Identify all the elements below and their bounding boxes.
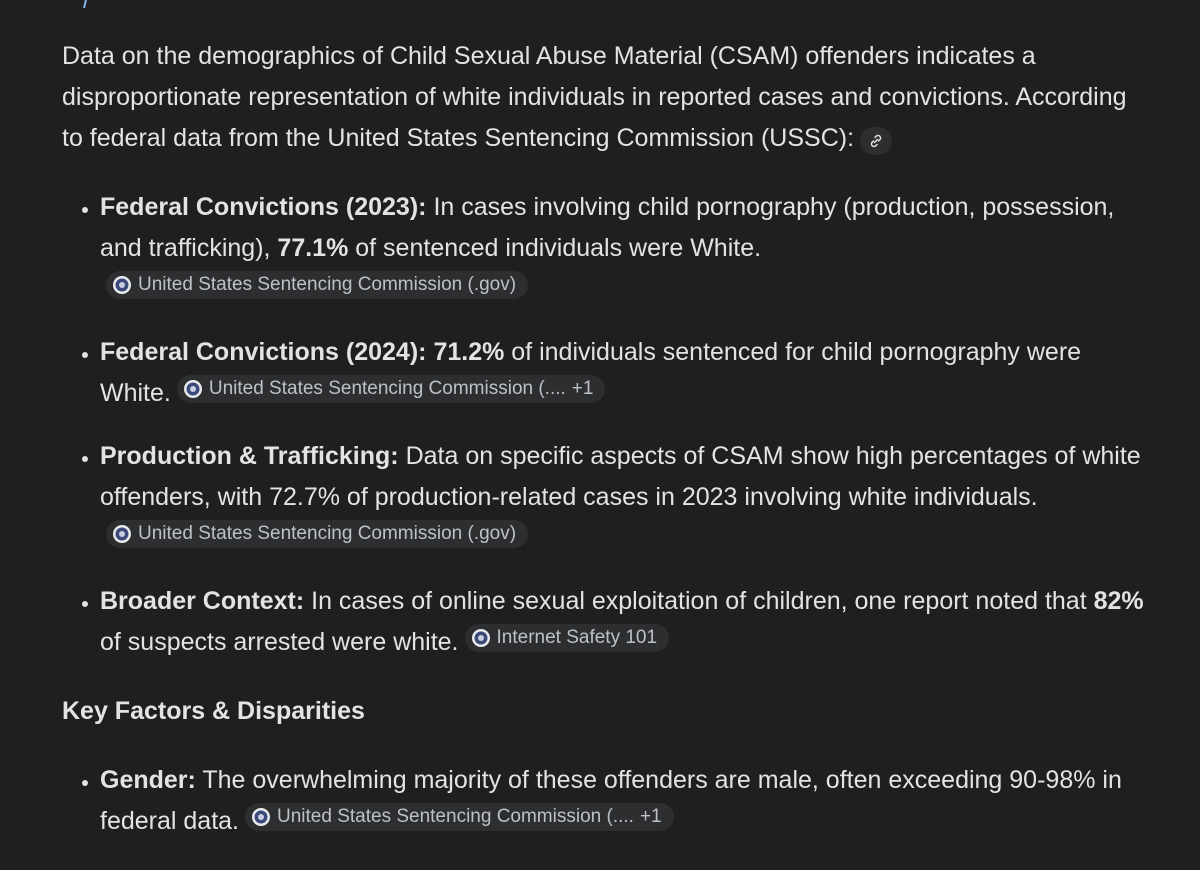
- source-chip[interactable]: United States Sentencing Commission (...…: [176, 375, 606, 403]
- source-icon: [113, 525, 131, 543]
- item-text: of sentenced individuals were White.: [355, 234, 762, 262]
- list-item: Production & Trafficking: Data on specif…: [100, 436, 1152, 559]
- source-name: Internet Safety 101: [496, 627, 658, 648]
- source-chip[interactable]: United States Sentencing Commission (...…: [245, 803, 674, 831]
- source-icon: [113, 276, 131, 294]
- source-name: United States Sentencing Commission (.go…: [138, 523, 517, 544]
- emphasis: 82%: [1093, 587, 1144, 615]
- source-name: United States Sentencing Commission (...…: [208, 378, 566, 399]
- item-label: Gender:: [100, 766, 196, 794]
- list-item: Broader Context: In cases of online sexu…: [100, 581, 1152, 663]
- item-text: of individuals sentenced for child porno…: [100, 338, 1082, 407]
- link-button[interactable]: [860, 127, 893, 155]
- section-heading: Key Factors & Disparities: [62, 697, 365, 725]
- bullet-list: Federal Convictions (2023): In cases inv…: [62, 187, 1152, 663]
- source-extra: +1: [571, 378, 594, 399]
- intro-paragraph: Data on the demographics of Child Sexual…: [62, 36, 1152, 159]
- top-icon-fragment: [83, 0, 87, 9]
- item-label: Federal Convictions (2024):: [100, 338, 427, 366]
- list-item: Federal Convictions (2023): In cases inv…: [100, 187, 1152, 310]
- item-label: Production & Trafficking:: [100, 442, 399, 470]
- source-chip[interactable]: United States Sentencing Commission (.go…: [106, 271, 529, 299]
- source-name: United States Sentencing Commission (...…: [277, 806, 634, 827]
- item-text: The overwhelming majority of these offen…: [100, 766, 1122, 835]
- answer: Data on the demographics of Child Sexual…: [62, 36, 1152, 870]
- link-icon: [870, 134, 882, 148]
- source-chip[interactable]: United States Sentencing Commission (.go…: [106, 520, 529, 548]
- bullet-list: Gender: The overwhelming majority of the…: [62, 760, 1152, 842]
- item-text: Data on specific aspects of CSAM show hi…: [100, 442, 1141, 511]
- item-label: Federal Convictions (2023):: [100, 193, 427, 221]
- emphasis: 77.1%: [277, 234, 349, 262]
- source-icon: [183, 380, 202, 398]
- item-text: In cases of online sexual exploitation o…: [311, 587, 1087, 615]
- item-label: Broader Context:: [100, 587, 305, 615]
- source-extra: +1: [639, 806, 662, 827]
- source-icon: [252, 808, 270, 826]
- list-item: Gender: The overwhelming majority of the…: [100, 760, 1152, 842]
- intro-text: Data on the demographics of Child Sexual…: [62, 42, 1127, 152]
- source-icon: [471, 629, 490, 647]
- source-chip[interactable]: Internet Safety 101: [464, 624, 670, 652]
- emphasis: 71.2%: [433, 338, 505, 366]
- item-text: In cases involving child pornography (pr…: [100, 193, 1115, 262]
- item-text: of suspects arrested were white.: [100, 628, 459, 656]
- list-item: Federal Convictions (2024): 71.2% of ind…: [100, 332, 1152, 414]
- source-name: United States Sentencing Commission (.go…: [138, 274, 517, 295]
